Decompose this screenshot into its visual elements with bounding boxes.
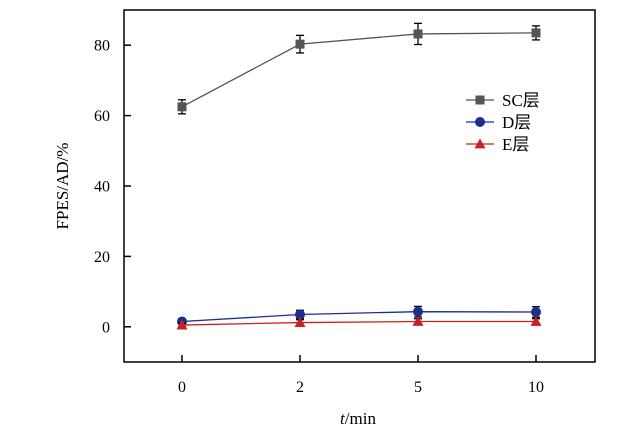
legend-marker: [474, 138, 486, 149]
y-tick-label: 0: [102, 319, 110, 336]
x-tick-label: 10: [528, 379, 544, 396]
x-tick-label: 2: [296, 379, 304, 396]
legend: SC层 D层 E层: [466, 91, 540, 154]
legend-marker: [475, 117, 485, 127]
series-line: [181, 32, 537, 108]
data-point: [531, 28, 541, 38]
data-point: [530, 316, 542, 326]
data-point: [295, 309, 305, 320]
series-line: [181, 320, 536, 326]
series-e: [176, 316, 542, 330]
legend-label: D层: [502, 113, 531, 132]
series-line: [181, 311, 537, 323]
legend-marker: [475, 95, 485, 105]
data-point: [413, 306, 423, 317]
plot-frame: [123, 9, 596, 363]
x-axis-title-variable: t: [340, 409, 346, 428]
x-tick-label: 5: [414, 379, 422, 396]
y-tick-label: 40: [94, 179, 110, 196]
data-point: [531, 307, 541, 318]
data-point: [176, 319, 188, 330]
legend-label: SC层: [502, 91, 540, 110]
y-axis: 0 20 40 60 80: [94, 38, 131, 336]
legend-label: E层: [502, 135, 529, 154]
x-axis-title: t/min: [340, 409, 376, 428]
y-tick-label: 60: [94, 108, 110, 125]
series-layer: [176, 22, 542, 330]
data-point: [412, 316, 424, 326]
x-axis: 0 2 5 10: [178, 355, 544, 396]
y-axis-title: FPES/AD/%: [53, 143, 72, 230]
data-point: [294, 317, 306, 327]
data-point: [413, 29, 423, 39]
data-point: [295, 39, 305, 49]
legend-item: SC层: [466, 91, 540, 110]
series-sc: [177, 22, 541, 115]
data-point: [177, 102, 187, 112]
legend-item: D层: [466, 113, 531, 132]
x-tick-label: 0: [178, 379, 186, 396]
legend-item: E层: [466, 135, 529, 154]
x-axis-title-unit: /min: [345, 409, 377, 428]
y-tick-label: 80: [94, 38, 110, 55]
y-tick-label: 20: [94, 249, 110, 266]
